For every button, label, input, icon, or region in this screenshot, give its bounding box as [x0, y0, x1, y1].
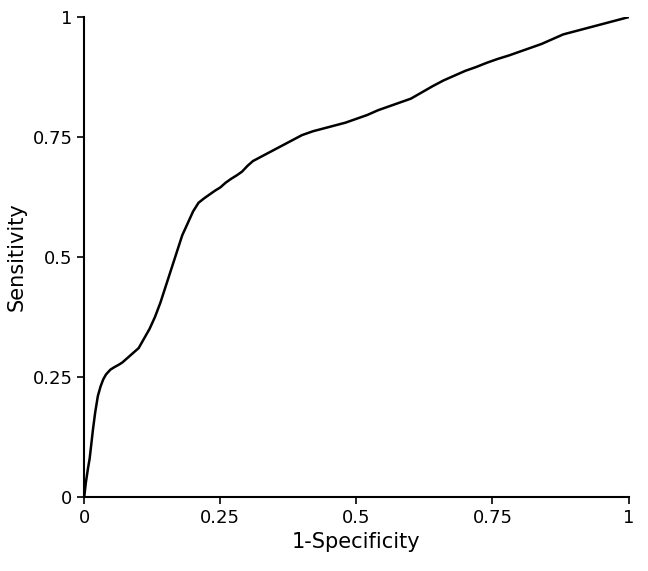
- Y-axis label: Sensitivity: Sensitivity: [7, 203, 27, 311]
- X-axis label: 1-Specificity: 1-Specificity: [292, 532, 421, 552]
